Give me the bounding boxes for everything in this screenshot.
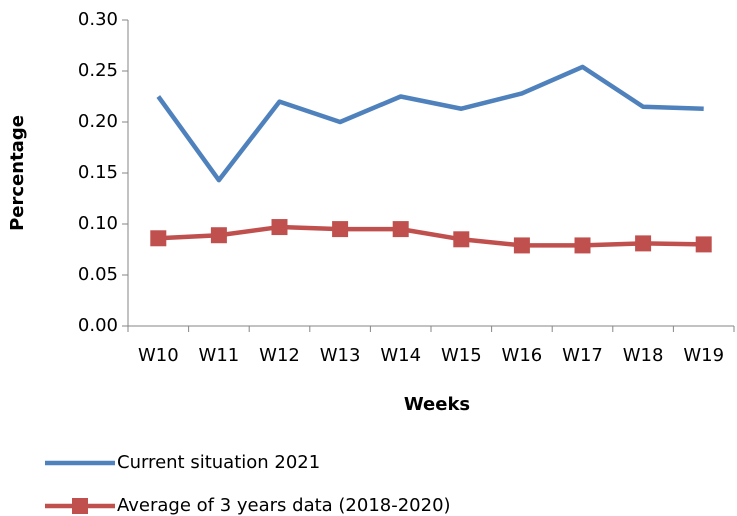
marker xyxy=(392,221,409,238)
x-axis-label: Weeks xyxy=(404,394,470,415)
marker xyxy=(453,231,470,248)
series-line xyxy=(156,64,704,183)
x-tick-label: W16 xyxy=(502,345,543,366)
marker xyxy=(574,237,591,254)
x-tick-label: W15 xyxy=(441,345,482,366)
y-tick-label: 0.10 xyxy=(78,213,118,234)
x-tick-label: W11 xyxy=(199,345,240,366)
x-tick-label: W13 xyxy=(320,345,361,366)
y-tick-label: 0.05 xyxy=(78,264,118,285)
y-tick-label: 0.15 xyxy=(78,162,118,183)
y-tick-label: 0.00 xyxy=(78,315,118,336)
marker xyxy=(210,227,227,244)
y-tick-label: 0.30 xyxy=(78,9,118,30)
y-tick-label: 0.20 xyxy=(78,111,118,132)
series-line xyxy=(158,224,704,248)
marker xyxy=(513,237,530,254)
x-tick-label: W12 xyxy=(259,345,300,366)
x-tick-label: W18 xyxy=(623,345,664,366)
marker xyxy=(635,235,652,252)
legend-marker xyxy=(72,498,88,514)
y-tick-label: 0.25 xyxy=(78,60,118,81)
x-tick-label: W19 xyxy=(683,345,724,366)
x-tick-label: W14 xyxy=(380,345,421,366)
x-tick-label: W17 xyxy=(562,345,603,366)
marker xyxy=(695,236,712,253)
marker xyxy=(271,219,288,236)
legend-label: Current situation 2021 xyxy=(117,452,320,473)
marker xyxy=(150,230,167,247)
x-tick-label: W10 xyxy=(138,345,179,366)
marker xyxy=(332,221,349,238)
legend-label: Average of 3 years data (2018-2020) xyxy=(117,495,451,516)
y-axis-label: Percentage xyxy=(7,115,28,231)
